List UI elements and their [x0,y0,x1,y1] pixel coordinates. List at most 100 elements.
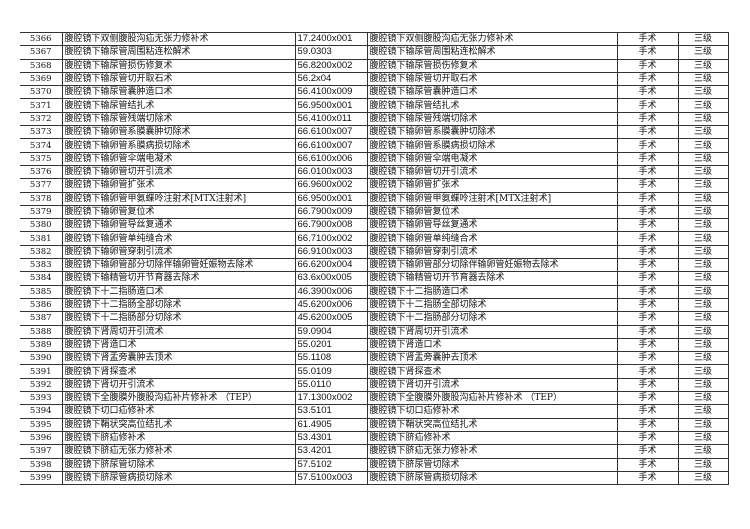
row-number: 5370 [20,85,63,100]
row-number: 5371 [20,98,63,113]
row-number: 5396 [20,430,63,446]
table-row: 5378 腹腔镜下输卵管甲氨蝶呤注射术[MTX注射术] 66.9500x001 腹腔镜… [20,191,729,206]
procedure-name: 腹腔镜下输尿管残端切除术 [61,111,296,127]
procedure-code: 66.7900x008 [294,218,368,233]
category: 手术 [616,311,679,326]
category: 手术 [616,85,679,100]
level: 三级 [677,311,729,326]
procedure-code: 53.4301 [294,430,368,446]
row-number: 5399 [20,470,63,486]
category: 手术 [616,444,679,459]
table-row: 5380 腹腔镜下输卵管导丝复通术 66.7900x008 腹腔镜下输卵管导丝复通术手… [20,218,729,233]
procedure-name-alt: 腹腔镜下肾盂旁囊肿去顶术 [366,351,618,366]
table-row: 5399 腹腔镜下脐尿管病损切除术 57.5100x003 腹腔镜下脐尿管病损切除术手… [20,470,729,486]
category: 手术 [616,125,679,140]
level: 三级 [677,191,729,206]
table-row: 5375 腹腔镜下输卵管伞端电凝术 66.6100x006 腹腔镜下输卵管伞端电凝术手… [20,151,729,166]
procedure-code: 66.9100x003 [294,244,368,260]
procedure-name-alt: 腹腔镜下脐疝修补术 [366,430,618,446]
procedure-code: 59.0303 [294,45,368,60]
procedure-name-alt: 腹腔镜下输卵管切开引流术 [366,164,618,180]
category: 手术 [616,98,679,113]
procedure-name-alt: 腹腔镜下输尿管周围粘连松解术 [366,45,618,60]
table-row: 5390 腹腔镜下肾盂旁囊肿去顶术 55.1108 腹腔镜下肾盂旁囊肿去顶术 手术 三级 [20,351,729,366]
table-row: 5373 腹腔镜下输卵管系膜囊肿切除术 66.6100x007 腹腔镜下输卵管系膜囊肿… [20,125,729,140]
row-number: 5378 [20,191,63,206]
level: 三级 [677,71,729,87]
level: 三级 [677,364,729,379]
procedure-name-alt: 腹腔镜下输卵管系膜病损切除术 [366,138,618,153]
procedure-name-alt: 腹腔镜下肾周切开引流术 [366,324,618,339]
category: 手术 [616,31,679,47]
category: 手术 [616,337,679,353]
procedure-code: 56.8200x002 [294,58,368,73]
procedure-code: 53.4201 [294,444,368,459]
table-row: 5384 腹腔镜下输精管切开节育器去除术 63.6x00x005 腹腔镜下输精管切开节… [20,271,729,286]
row-number: 5373 [20,125,63,140]
row-number: 5390 [20,351,63,366]
procedure-code: 56.9500x001 [294,98,368,113]
procedure-name-alt: 腹腔镜下脐尿管病损切除术 [366,470,618,486]
procedure-name: 腹腔镜下输尿管囊肿造口术 [61,85,296,100]
procedure-name: 腹腔镜下输卵管甲氨蝶呤注射术[MTX注射术] [61,191,296,206]
category: 手术 [616,111,679,127]
table-row: 5376 腹腔镜下输卵管切开引流术 66.0100x003 腹腔镜下输卵管切开引流术手… [20,164,729,180]
procedure-name: 腹腔镜下肾探查术 [61,364,296,379]
procedure-name: 腹腔镜下肾盂旁囊肿去顶术 [61,351,296,366]
procedure-name-alt: 腹腔镜下脐尿管切除术 [366,457,618,472]
procedure-code: 56.4100x011 [294,111,368,127]
table-row: 5383 腹腔镜下输卵管部分切除伴输卵管妊娠物去除术 66.6200x004 腹腔镜下… [20,258,729,273]
procedure-name-alt: 腹腔镜下双侧腹股沟疝无张力修补术 [366,31,618,47]
category: 手术 [616,324,679,339]
procedure-name-alt: 腹腔镜下输尿管损伤修复术 [366,58,618,73]
procedure-code: 57.5102 [294,457,368,472]
procedure-code: 66.6200x004 [294,258,368,273]
procedure-code: 46.3900x006 [294,284,368,299]
table-row: 5398 腹腔镜下脐尿管切除术 57.5102 腹腔镜下脐尿管切除术 手术 三级 [20,457,729,472]
category: 手术 [616,231,679,246]
procedure-code: 55.0110 [294,377,368,393]
level: 三级 [677,218,729,233]
procedure-code: 17.2400x001 [294,31,368,47]
category: 手术 [616,58,679,73]
procedure-name-alt: 腹腔镜下输尿管切开取石术 [366,71,618,87]
procedure-code: 56.4100x009 [294,85,368,100]
procedure-name-alt: 腹腔镜下输卵管扩张术 [366,178,618,193]
category: 手术 [616,297,679,313]
level: 三级 [677,324,729,339]
level: 三级 [677,178,729,193]
procedure-name: 腹腔镜下十二指肠造口术 [61,284,296,299]
level: 三级 [677,470,729,486]
level: 三级 [677,444,729,459]
row-number: 5384 [20,271,63,286]
category: 手术 [616,164,679,180]
category: 手术 [616,244,679,260]
procedure-name: 腹腔镜下输卵管导丝复通术 [61,218,296,233]
procedure-name-alt: 腹腔镜下输精管切开节育器去除术 [366,271,618,286]
procedure-code: 45.6200x005 [294,311,368,326]
procedure-code: 55.0201 [294,337,368,353]
row-number: 5387 [20,311,63,326]
procedure-code: 17.1300x002 [294,391,368,406]
procedure-name-alt: 腹腔镜下全腹膜外腹股沟疝补片修补术 （TEP） [366,391,618,406]
category: 手术 [616,417,679,432]
table-row: 5368 腹腔镜下输尿管损伤修复术 56.8200x002 腹腔镜下输尿管损伤修复术手… [20,58,729,73]
level: 三级 [677,45,729,60]
procedure-code: 55.0109 [294,364,368,379]
procedure-name: 腹腔镜下输卵管系膜囊肿切除术 [61,125,296,140]
table-row: 5370 腹腔镜下输尿管囊肿造口术 56.4100x009 腹腔镜下输尿管囊肿造口术手… [20,85,729,100]
row-number: 5381 [20,231,63,246]
procedure-name: 腹腔镜下输卵管单纯缝合术 [61,231,296,246]
procedure-name-alt: 腹腔镜下肾切开引流术 [366,377,618,393]
table-row: 5396 腹腔镜下脐疝修补术 53.4301 腹腔镜下脐疝修补术 手术 三级 [20,430,729,446]
level: 三级 [677,125,729,140]
procedure-name-alt: 腹腔镜下十二指肠全部切除术 [366,297,618,313]
procedure-code: 66.9600x002 [294,178,368,193]
procedure-name-alt: 腹腔镜下输卵管部分切除伴输卵管妊娠物去除术 [366,258,618,273]
table-row: 5367 腹腔镜下输尿管周围粘连松解术 59.0303 腹腔镜下输尿管周围粘连松解术手… [20,45,729,60]
procedure-name-alt: 腹腔镜下输卵管单纯缝合术 [366,231,618,246]
row-number: 5393 [20,391,63,406]
procedure-name: 腹腔镜下脐尿管切除术 [61,457,296,472]
table-row: 5393 腹腔镜下全腹膜外腹股沟疝补片修补术 （TEP） 17.1300x002 腹腔… [20,391,729,406]
procedure-name-alt: 腹腔镜下输卵管复位术 [366,204,618,220]
